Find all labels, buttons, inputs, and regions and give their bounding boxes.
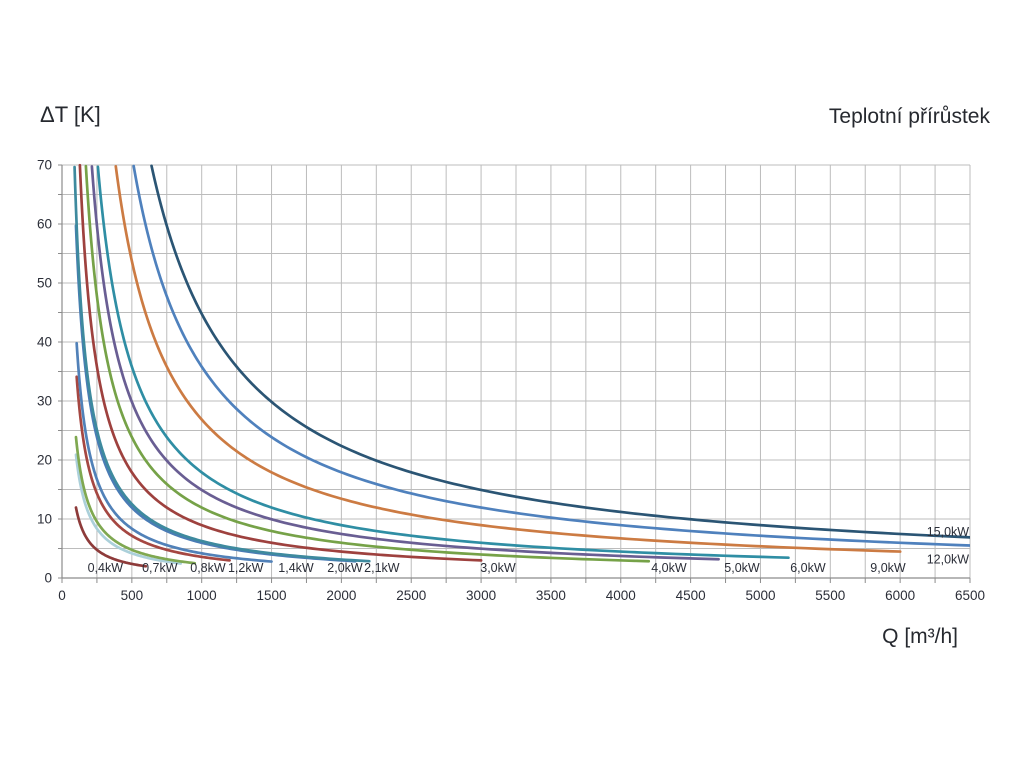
y-tick-label: 20 [37, 453, 52, 468]
curve-label-15,0kW: 15,0kW [927, 525, 970, 539]
curve-label-2,0kW: 2,0kW [327, 561, 363, 575]
y-tick-label: 70 [37, 158, 52, 173]
x-tick-label: 6000 [885, 588, 915, 603]
curve-0,7kW [74, 453, 183, 565]
curve-15,0kW [150, 164, 970, 539]
x-axis-title: Q [m³/h] [882, 625, 958, 648]
curve-2,1kW [73, 165, 371, 563]
curve-label-12,0kW: 12,0kW [927, 553, 970, 567]
chart-title: Teplotní přírůstek [828, 105, 990, 128]
curve-9,0kW [114, 164, 902, 553]
y-axis-title: ΔT [K] [40, 102, 101, 127]
y-tick-label: 30 [37, 394, 52, 409]
x-tick-label: 3500 [536, 588, 566, 603]
x-tick-label: 2500 [396, 588, 426, 603]
curve-0,4kW [74, 506, 148, 568]
curve-1,2kW [75, 375, 231, 562]
curve-12,0kW [132, 164, 970, 547]
curve-2,0kW [74, 224, 357, 563]
x-tick-label: 2000 [326, 588, 356, 603]
y-tick-label: 60 [37, 217, 52, 232]
curve-4,0kW [84, 164, 651, 563]
curve-label-9,0kW: 9,0kW [870, 561, 906, 575]
curve-5,0kW [90, 165, 720, 561]
x-tick-label: 4000 [606, 588, 636, 603]
y-tick-label: 0 [44, 571, 52, 586]
curve-label-1,2kW: 1,2kW [228, 561, 264, 575]
curve-label-3,0kW: 3,0kW [480, 561, 516, 575]
x-tick-label: 500 [121, 588, 144, 603]
x-tick-label: 3000 [466, 588, 496, 603]
y-tick-label: 50 [37, 276, 52, 291]
curve-label-5,0kW: 5,0kW [724, 561, 760, 575]
y-tick-label: 10 [37, 512, 52, 527]
curve-label-2,1kW: 2,1kW [364, 561, 400, 575]
x-tick-label: 4500 [676, 588, 706, 603]
curve-label-4,0kW: 4,0kW [651, 561, 687, 575]
x-tick-label: 5000 [745, 588, 775, 603]
x-tick-label: 1000 [187, 588, 217, 603]
x-tick-label: 1500 [257, 588, 287, 603]
x-tick-label: 5500 [815, 588, 845, 603]
curve-0,8kW [74, 435, 197, 565]
curve-3,0kW [78, 163, 483, 562]
curve-label-0,7kW: 0,7kW [142, 561, 178, 575]
curve-label-6,0kW: 6,0kW [790, 561, 826, 575]
curve-label-0,4kW: 0,4kW [88, 561, 124, 575]
y-tick-label: 40 [37, 335, 52, 350]
curve-label-0,8kW: 0,8kW [190, 561, 226, 575]
curve-1,4kW [75, 341, 273, 563]
x-tick-label: 6500 [955, 588, 985, 603]
x-tick-label: 0 [58, 588, 66, 603]
curve-label-1,4kW: 1,4kW [278, 561, 314, 575]
curve-6,0kW [96, 165, 790, 560]
